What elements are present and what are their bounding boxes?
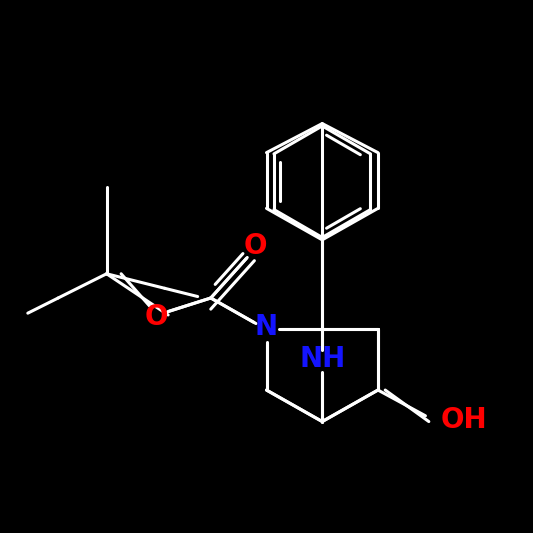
- Text: NH: NH: [299, 344, 345, 373]
- Text: O: O: [144, 303, 168, 332]
- Text: OH: OH: [441, 406, 488, 434]
- Text: O: O: [244, 232, 267, 260]
- Text: N: N: [255, 313, 278, 341]
